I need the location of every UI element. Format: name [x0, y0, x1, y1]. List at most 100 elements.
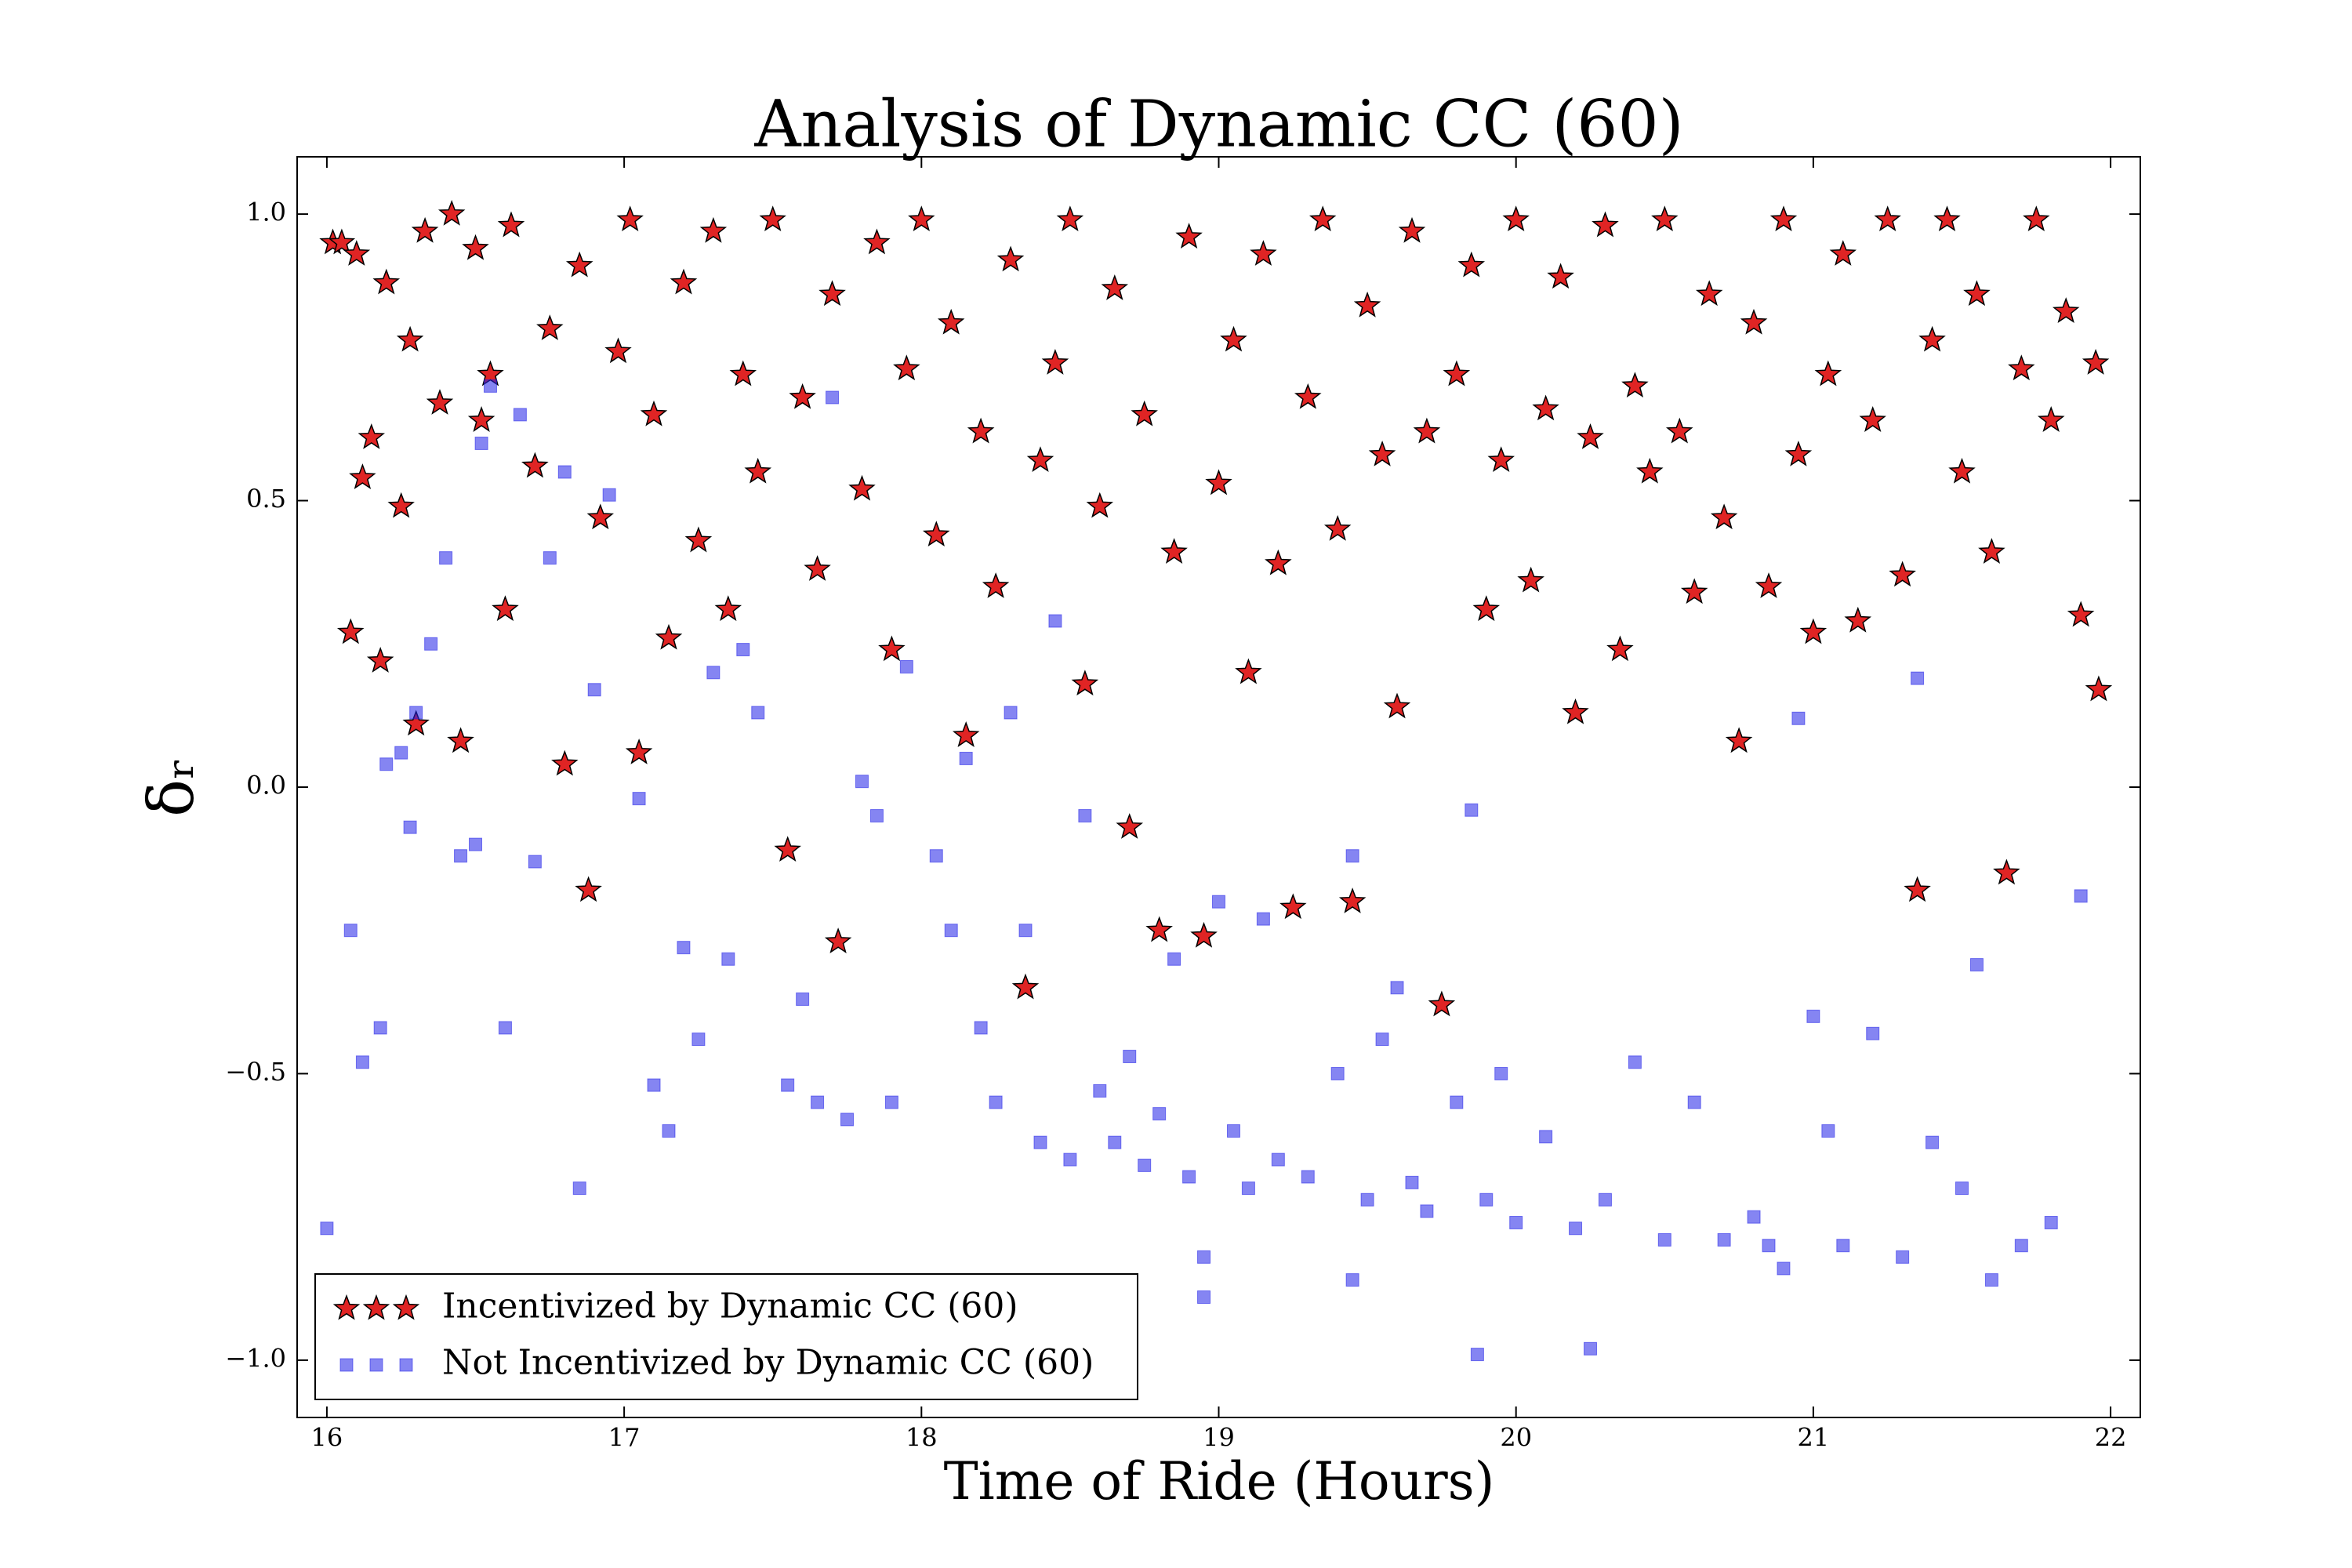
square-point — [1896, 1250, 1910, 1264]
square-point — [1167, 952, 1181, 966]
star-point — [1279, 893, 1307, 920]
square-point — [1138, 1158, 1152, 1172]
star-point — [1443, 360, 1471, 387]
square-point — [721, 952, 735, 966]
star-point — [2023, 205, 2050, 232]
star-point — [1577, 423, 1604, 449]
star-point — [982, 572, 1010, 598]
star-point — [670, 268, 698, 295]
square-point — [379, 757, 394, 771]
legend-box — [314, 1273, 1138, 1400]
star-point — [1071, 670, 1099, 696]
square-point — [1241, 1181, 1255, 1196]
star-point — [387, 492, 415, 518]
star-point — [1323, 514, 1352, 541]
star-point — [1725, 727, 1753, 753]
star-point — [1814, 360, 1842, 387]
star-point — [759, 205, 786, 232]
square-point — [454, 849, 468, 863]
square-point — [1226, 1124, 1240, 1138]
star-point — [2037, 406, 2065, 432]
star-point — [575, 876, 602, 902]
square-point — [1345, 1273, 1359, 1287]
star-point — [729, 360, 757, 387]
star-point — [1993, 858, 2020, 885]
star-point — [863, 228, 891, 255]
square-point — [1657, 1232, 1671, 1247]
square-point — [1806, 1009, 1820, 1023]
square-point — [1465, 803, 1479, 817]
star-point — [1844, 606, 1872, 633]
star-point — [1651, 205, 1679, 232]
star-point — [1710, 503, 1738, 530]
star-point — [804, 555, 831, 581]
star-point — [1383, 692, 1411, 719]
square-point — [1791, 711, 1806, 725]
star-point — [1056, 205, 1084, 232]
square-point — [474, 436, 488, 450]
star-point — [1026, 446, 1054, 473]
square-point — [1539, 1130, 1553, 1144]
star-point — [1933, 205, 1961, 232]
star-point — [1621, 372, 1649, 398]
square-point — [632, 792, 646, 806]
star-point — [349, 463, 376, 490]
square-point — [1301, 1170, 1315, 1184]
star-point — [2067, 601, 2095, 627]
y-tick-label: 1.0 — [246, 198, 286, 227]
x-tick-label: 16 — [311, 1423, 343, 1453]
square-point — [647, 1078, 661, 1092]
square-point — [781, 1078, 795, 1092]
square-point — [840, 1112, 855, 1127]
star-point — [358, 423, 386, 449]
star-point — [1874, 205, 1901, 232]
square-point — [543, 551, 557, 565]
square-point — [1470, 1348, 1484, 1362]
star-point — [462, 234, 489, 260]
star-point — [2052, 297, 2080, 324]
square-point — [1598, 1192, 1612, 1207]
square-point — [2014, 1239, 2028, 1253]
square-point — [1063, 1152, 1077, 1167]
square-point — [1256, 912, 1270, 926]
star-point — [937, 308, 965, 335]
square-point — [691, 1033, 706, 1047]
square-point — [1450, 1095, 1464, 1109]
legend: Incentivized by Dynamic CC (60) Not Incen… — [314, 1273, 1138, 1400]
star-point — [447, 727, 474, 753]
star-point — [848, 474, 876, 501]
star-point — [2008, 354, 2035, 381]
star-point — [1265, 549, 1292, 575]
star-point — [411, 216, 439, 243]
star-point — [1799, 618, 1828, 644]
star-point — [1740, 308, 1768, 335]
star-point — [536, 314, 564, 340]
star-point — [878, 635, 906, 662]
square-point — [1330, 1066, 1345, 1080]
square-point — [1836, 1239, 1850, 1253]
star-point — [604, 337, 632, 364]
star-point — [1308, 205, 1337, 232]
square-point — [1509, 1215, 1523, 1229]
star-point — [967, 417, 995, 444]
star-point — [818, 280, 846, 307]
star-point — [616, 205, 644, 232]
star-point — [1457, 251, 1486, 278]
star-point — [1250, 240, 1277, 266]
square-point — [1152, 1107, 1167, 1121]
star-point — [1889, 561, 1916, 587]
square-point — [1747, 1210, 1761, 1224]
square-point — [1628, 1055, 1642, 1069]
star-point — [521, 452, 549, 478]
star-point — [893, 354, 920, 381]
square-point — [944, 924, 958, 938]
square-point — [1108, 1135, 1122, 1149]
square-point — [498, 1021, 512, 1035]
star-point — [1428, 990, 1456, 1017]
x-tick-label: 20 — [1500, 1423, 1532, 1453]
square-point — [1405, 1175, 1419, 1189]
star-point — [1175, 223, 1203, 249]
square-point — [1777, 1261, 1791, 1276]
star-point — [1353, 291, 1381, 318]
